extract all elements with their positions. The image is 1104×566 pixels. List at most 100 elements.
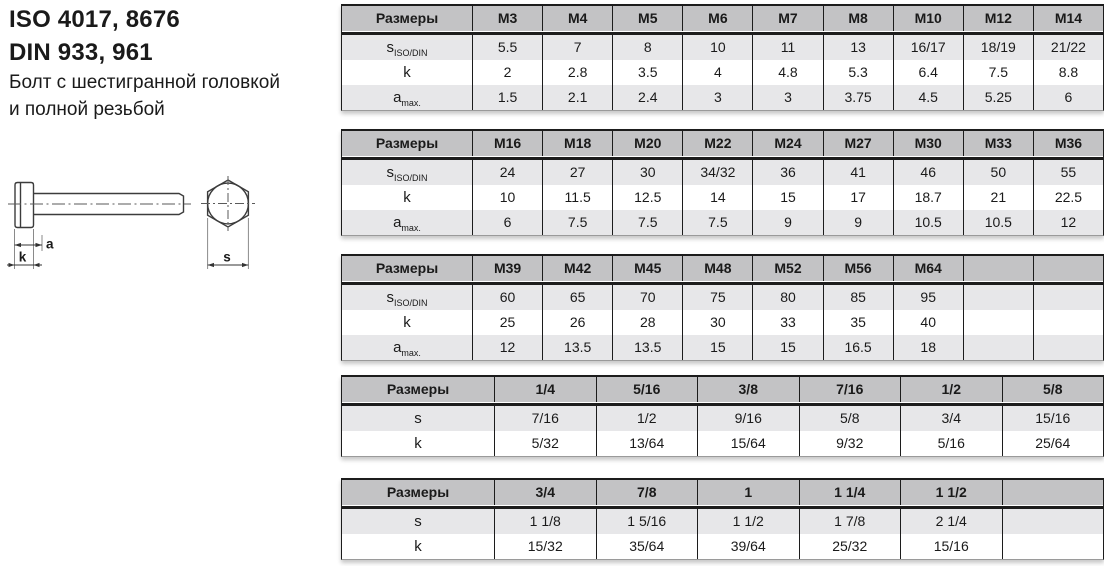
column-header: M12 [962,6,1033,31]
table-cell [1032,335,1103,360]
column-header: M27 [822,131,893,156]
table-cell: 7.5 [962,60,1033,85]
table-row: k 25 26 28 30 33 35 40 [342,310,1103,335]
table-cell: 18/19 [962,35,1033,60]
table-cell: 9/32 [798,431,901,456]
column-header: M6 [682,6,752,31]
table-cell: 1/2 [595,406,698,431]
column-header: M18 [542,131,612,156]
column-header: M36 [1032,131,1103,156]
table-cell: 70 [612,285,682,310]
table-row: k 15/32 35/64 39/64 25/32 15/16 [342,534,1103,559]
table-cell: 9 [822,210,893,235]
table-cell: 46 [892,160,963,185]
column-header: M30 [892,131,963,156]
table-cell: 6.4 [892,60,963,85]
table-cell: 13/64 [595,431,698,456]
table-cell [1032,310,1103,335]
table-corner-label: Размеры [386,484,450,500]
subtitle-line2: и полной резьбой [9,99,165,120]
table-row: k 2 2.8 3.5 4 4.8 5.3 6.4 7.5 8.8 [342,60,1103,85]
table-cell: 33 [752,310,822,335]
table-row: k 10 11.5 12.5 14 15 17 18.7 21 22.5 [342,185,1103,210]
table-cell: 3.75 [822,85,893,110]
table-cell: 9/16 [697,406,799,431]
table-cell: 15 [682,335,752,360]
table-cell: 21/22 [1032,35,1103,60]
row-label-text: k [403,189,411,206]
column-header: M33 [962,131,1033,156]
row-label: amax. [342,335,472,360]
table-cell: 13.5 [612,335,682,360]
column-header: M7 [752,6,822,31]
row-label-text: k [403,314,411,331]
table-cell: 30 [682,310,752,335]
table-cell: 8.8 [1032,60,1103,85]
title-block: ISO 4017, 8676 DIN 933, 961 Болт с шести… [9,3,339,123]
metric-table-m39-m64: Размеры M39 M42 M45 M48 M52 M56 M64 sISO/DIN 60 65… [341,254,1104,361]
table-cell: 8 [612,35,682,60]
table-cell: 5/16 [900,431,1002,456]
metric-table-m3-m14: Размеры M3 M4 M5 M6 M7 M8 M10 M12 M14 sISO/DIN 5.5 7… [341,4,1104,111]
row-label: amax. [342,210,472,235]
dim-k-label: k [19,250,27,265]
column-header: 1 1/2 [900,480,1002,505]
table-cell: 5/8 [798,406,901,431]
column-header: M39 [472,256,542,281]
row-label-text: s [414,410,422,427]
column-header: M45 [612,256,682,281]
row-label: k [342,310,472,335]
column-header: M10 [892,6,963,31]
table-cell: 7/16 [494,406,596,431]
table-cell [1001,534,1104,559]
column-header: M64 [892,256,963,281]
table-cell: 3.5 [612,60,682,85]
row-label-text: a [393,214,402,231]
table-cell: 16/17 [892,35,963,60]
table-cell: 15 [752,335,822,360]
table-cell: 15/64 [697,431,799,456]
table-cell: 39/64 [697,534,799,559]
table-row: amax. 6 7.5 7.5 7.5 9 9 10.5 10.5 12 [342,210,1103,235]
row-label-subscript: max. [401,347,421,358]
table-header-row: Размеры 3/4 7/8 1 1 1/4 1 1/2 [342,480,1103,506]
column-header: M14 [1032,6,1103,31]
column-header [1032,256,1103,281]
table-cell: 4.5 [892,85,963,110]
table-cell: 18 [892,335,963,360]
column-header: M5 [612,6,682,31]
table-row: k 5/32 13/64 15/64 9/32 5/16 25/64 [342,431,1103,456]
dim-k: k [7,250,42,268]
extension-lines [14,218,249,269]
table-cell: 7.5 [682,210,752,235]
column-header: M42 [542,256,612,281]
table-cell: 5.3 [822,60,893,85]
row-label-text: s [386,164,394,181]
subtitle-line1: Болт с шестигранной головкой [9,72,280,93]
title-din: DIN 933, 961 [9,39,153,66]
bolt-side-view [14,181,185,229]
column-header: M3 [472,6,542,31]
table-cell: 85 [822,285,893,310]
row-label: amax. [342,85,472,110]
row-label-subscript: ISO/DIN [393,297,428,308]
column-header: 1 1/4 [798,480,901,505]
column-header: 7/16 [798,377,901,402]
table-cell: 26 [542,310,612,335]
table-cell: 2.1 [542,85,612,110]
table-cell: 17 [822,185,893,210]
table-row: s 7/16 1/2 9/16 5/8 3/4 15/16 [342,406,1103,431]
header-divider [342,157,1103,160]
dimension-tables: Размеры M3 M4 M5 M6 M7 M8 M10 M12 M14 sISO/DIN 5.5 7… [341,0,1104,566]
column-header: M52 [752,256,822,281]
table-cell: 95 [892,285,963,310]
table-cell: 14 [682,185,752,210]
table-cell: 15/32 [494,534,596,559]
table-cell: 4 [682,60,752,85]
column-header: 1/2 [900,377,1002,402]
table-cell: 12.5 [612,185,682,210]
table-cell: 25/32 [798,534,901,559]
row-label: k [342,431,494,456]
table-cell: 75 [682,285,752,310]
table-cell: 9 [752,210,822,235]
